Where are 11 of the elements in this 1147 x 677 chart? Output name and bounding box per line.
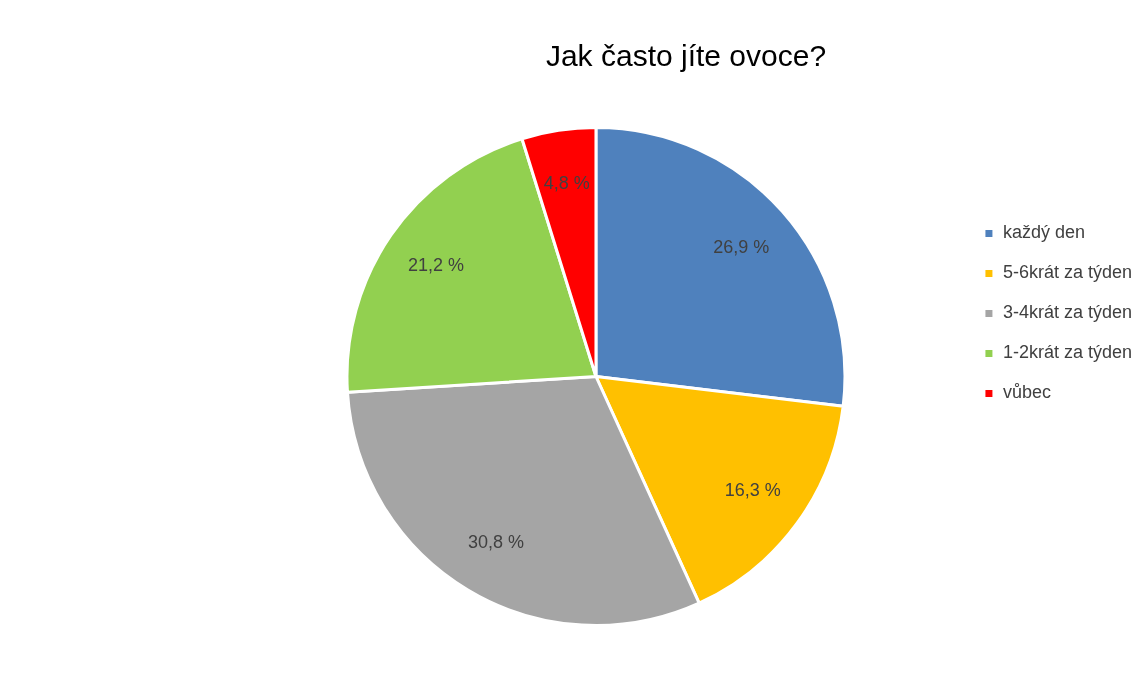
legend-label: každý den xyxy=(1002,222,1085,243)
chart-title: Jak často jíte ovoce? xyxy=(545,39,827,73)
data-label: 26,9 % xyxy=(713,236,770,257)
data-label: 16,3 % xyxy=(724,480,781,501)
data-label: 30,8 % xyxy=(468,532,525,553)
legend-label: vůbec xyxy=(1002,382,1051,403)
data-label: 4,8 % xyxy=(543,173,590,194)
data-label: 21,2 % xyxy=(408,255,465,276)
legend-label: 5-6krát za týden xyxy=(1002,262,1133,283)
legend-label: 1-2krát za týden xyxy=(1002,342,1133,363)
legend-label: 3-4krát za týden xyxy=(1002,302,1133,323)
